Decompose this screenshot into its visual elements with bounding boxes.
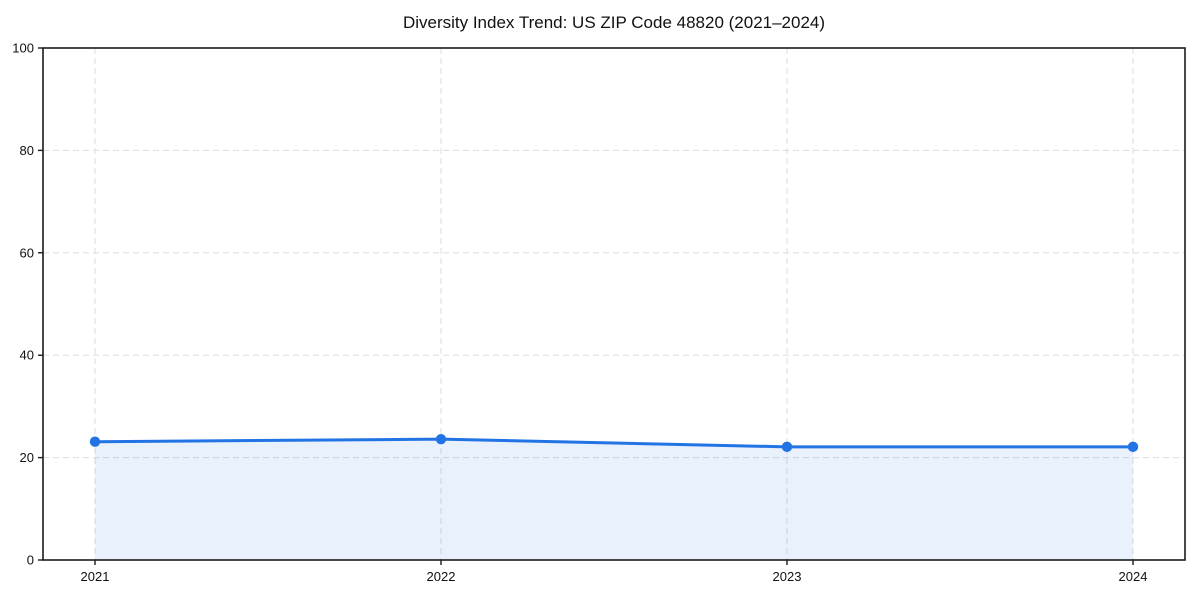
y-tick-label: 0 xyxy=(27,553,34,568)
data-point-2022 xyxy=(435,433,447,445)
plot-border xyxy=(42,47,1186,561)
trend-line xyxy=(93,437,1135,449)
x-tick-label: 2023 xyxy=(773,569,802,584)
x-tick-label: 2022 xyxy=(427,569,456,584)
data-point-2024 xyxy=(1127,441,1139,453)
data-point-2021 xyxy=(89,436,101,447)
data-point-2023 xyxy=(781,441,793,453)
y-tick-label: 20 xyxy=(20,450,34,465)
y-tick-label: 40 xyxy=(20,348,34,363)
y-tick-label: 100 xyxy=(12,41,34,56)
chart-title: Diversity Index Trend: US ZIP Code 48820… xyxy=(402,13,826,32)
x-tick-label: 2024 xyxy=(1119,569,1148,584)
y-tick-label: 60 xyxy=(20,245,34,260)
y-tick-label: 80 xyxy=(20,143,34,158)
x-tick-label: 2021 xyxy=(81,569,110,584)
area-fill xyxy=(95,439,1133,560)
